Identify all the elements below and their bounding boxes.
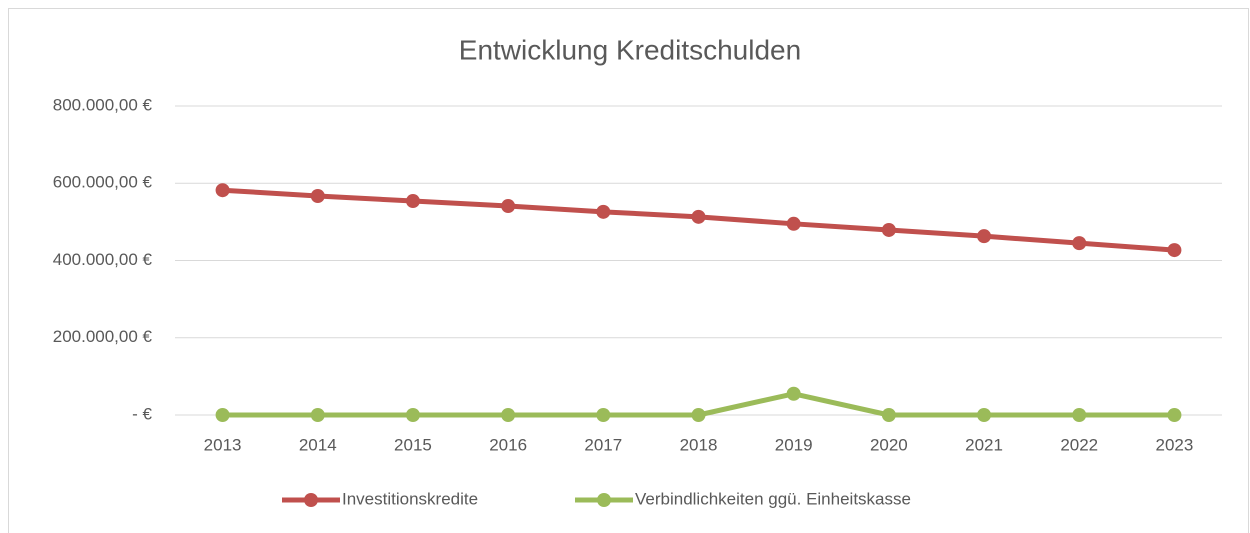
data-point <box>405 194 420 209</box>
x-tick-label: 2023 <box>1155 435 1193 454</box>
data-point <box>691 408 706 422</box>
data-point <box>977 229 992 244</box>
data-point <box>881 222 896 237</box>
x-tick-label: 2020 <box>870 435 908 454</box>
x-tick-label: 2022 <box>1060 435 1098 454</box>
x-tick-label: 2018 <box>680 435 718 454</box>
data-point <box>1167 243 1182 258</box>
data-point <box>786 216 801 231</box>
data-point <box>977 408 992 422</box>
legend-marker <box>304 493 318 507</box>
y-tick-label: 200.000,00 € <box>53 327 153 346</box>
y-tick-label: 800.000,00 € <box>53 95 153 114</box>
data-point <box>596 204 611 219</box>
data-point <box>786 386 801 401</box>
data-point <box>1072 408 1087 422</box>
data-point <box>405 408 420 422</box>
data-point <box>596 408 611 422</box>
data-point <box>1072 236 1087 251</box>
x-tick-label: 2016 <box>489 435 527 454</box>
x-tick-label: 2013 <box>204 435 242 454</box>
y-tick-label: 600.000,00 € <box>53 173 153 192</box>
chart-border <box>8 8 1249 533</box>
data-point <box>1167 408 1182 422</box>
legend-marker <box>597 493 611 507</box>
data-point <box>215 183 230 198</box>
legend-label: Investitionskredite <box>342 489 478 508</box>
x-tick-label: 2015 <box>394 435 432 454</box>
data-point <box>881 408 896 422</box>
legend-label: Verbindlichkeiten ggü. Einheitskasse <box>635 489 911 508</box>
y-tick-label: 400.000,00 € <box>53 250 153 269</box>
x-tick-label: 2014 <box>299 435 337 454</box>
data-point <box>501 199 516 214</box>
data-point <box>501 408 516 422</box>
x-tick-label: 2017 <box>584 435 622 454</box>
data-point <box>310 188 325 203</box>
data-point <box>691 209 706 224</box>
chart-title: Entwicklung Kreditschulden <box>459 34 801 65</box>
data-point <box>310 408 325 422</box>
x-tick-label: 2021 <box>965 435 1003 454</box>
y-tick-label: - € <box>132 404 152 423</box>
data-point <box>215 408 230 422</box>
x-tick-label: 2019 <box>775 435 813 454</box>
